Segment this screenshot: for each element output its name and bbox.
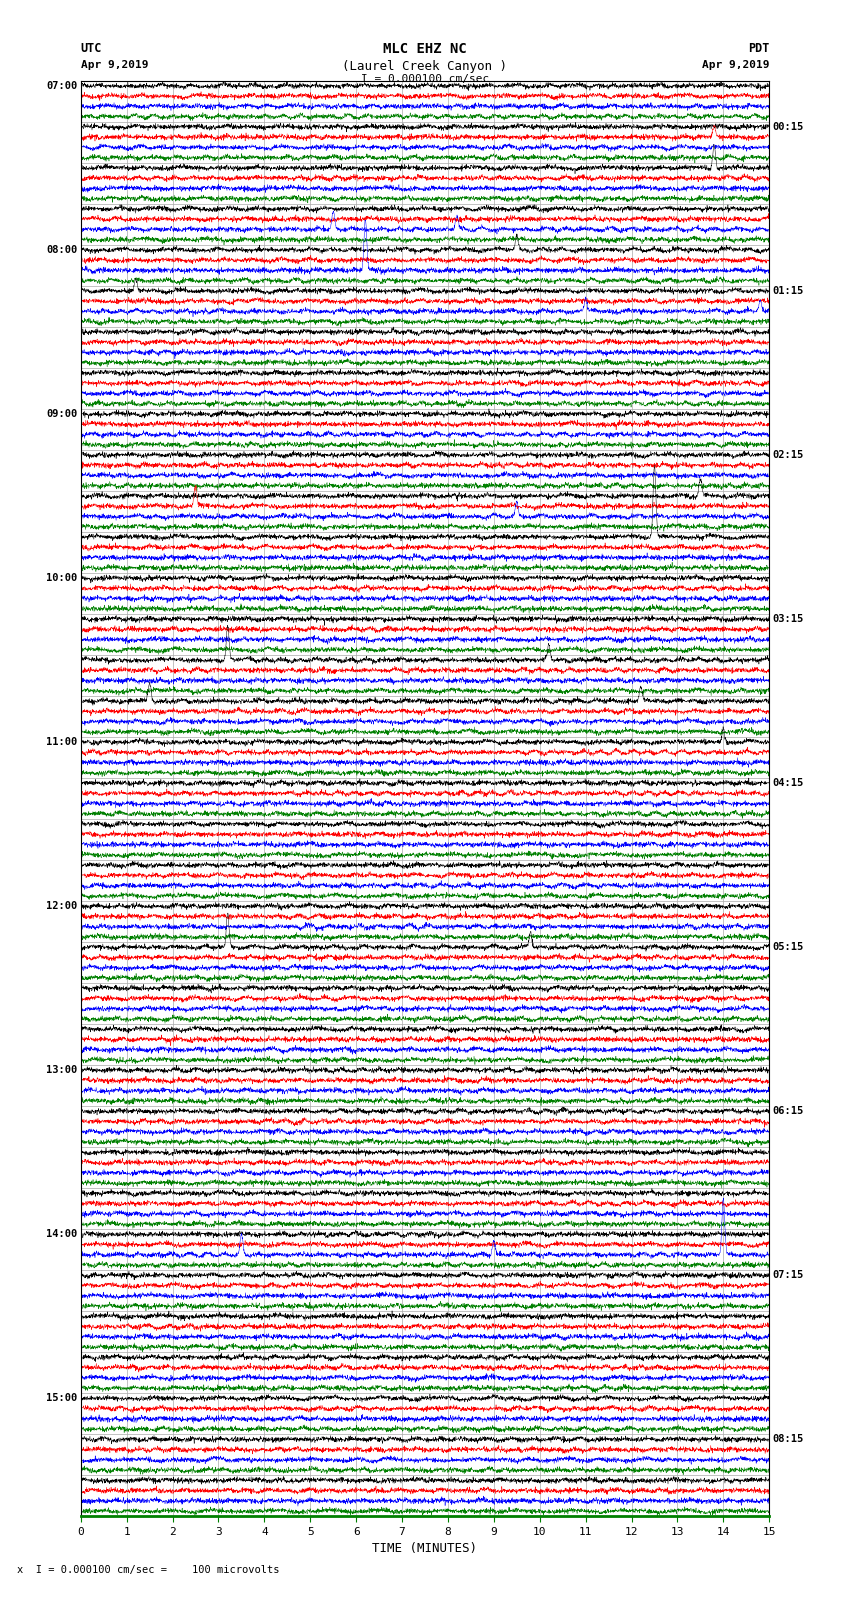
Text: Apr 9,2019: Apr 9,2019 (81, 60, 148, 69)
Text: 13:00: 13:00 (46, 1065, 77, 1074)
Text: 08:00: 08:00 (46, 245, 77, 255)
Text: 07:00: 07:00 (46, 81, 77, 90)
Text: 14:00: 14:00 (46, 1229, 77, 1239)
Text: 12:00: 12:00 (46, 902, 77, 911)
X-axis label: TIME (MINUTES): TIME (MINUTES) (372, 1542, 478, 1555)
Text: 04:15: 04:15 (773, 777, 804, 787)
Text: 09:00: 09:00 (46, 408, 77, 419)
Text: MLC EHZ NC: MLC EHZ NC (383, 42, 467, 56)
Text: 06:15: 06:15 (773, 1107, 804, 1116)
Text: 15:00: 15:00 (46, 1394, 77, 1403)
Text: 08:15: 08:15 (773, 1434, 804, 1444)
Text: Apr 9,2019: Apr 9,2019 (702, 60, 769, 69)
Text: 00:15: 00:15 (773, 121, 804, 132)
Text: 10:00: 10:00 (46, 573, 77, 582)
Text: 05:15: 05:15 (773, 942, 804, 952)
Text: 07:15: 07:15 (773, 1269, 804, 1281)
Text: x  I = 0.000100 cm/sec =    100 microvolts: x I = 0.000100 cm/sec = 100 microvolts (17, 1565, 280, 1574)
Text: 02:15: 02:15 (773, 450, 804, 460)
Text: 01:15: 01:15 (773, 286, 804, 295)
Text: PDT: PDT (748, 42, 769, 55)
Text: 11:00: 11:00 (46, 737, 77, 747)
Text: (Laurel Creek Canyon ): (Laurel Creek Canyon ) (343, 60, 507, 73)
Text: 03:15: 03:15 (773, 615, 804, 624)
Text: UTC: UTC (81, 42, 102, 55)
Text: I = 0.000100 cm/sec: I = 0.000100 cm/sec (361, 74, 489, 84)
